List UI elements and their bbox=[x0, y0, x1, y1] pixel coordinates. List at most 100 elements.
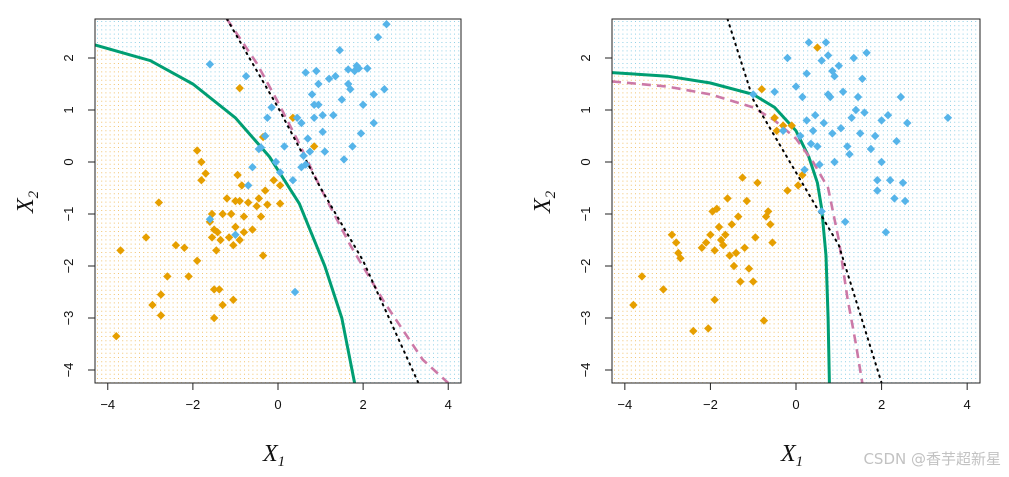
right-point-class-b bbox=[817, 56, 826, 65]
left-point-class-a bbox=[148, 300, 157, 310]
left-point-class-b bbox=[271, 157, 281, 167]
right-x-tick-label: −2 bbox=[703, 397, 718, 412]
left-point-class-a bbox=[112, 332, 121, 341]
left-point-class-a bbox=[235, 83, 244, 93]
left-point-class-a bbox=[233, 170, 242, 180]
right-point-class-a bbox=[753, 178, 762, 187]
left-y-axis-title: X2 bbox=[13, 190, 42, 214]
right-point-class-a bbox=[721, 230, 730, 239]
left-point-class-b bbox=[309, 100, 319, 109]
right-point-class-b bbox=[862, 48, 871, 57]
left-point-class-a bbox=[207, 233, 217, 242]
right-point-class-a bbox=[813, 43, 822, 52]
left-region-class-b bbox=[97, 21, 460, 383]
right-point-class-a bbox=[676, 254, 685, 263]
left-point-class-a bbox=[212, 246, 221, 255]
left-point-class-a bbox=[252, 202, 261, 211]
right-point-class-b bbox=[890, 194, 899, 203]
right-point-class-a bbox=[778, 121, 788, 130]
left-point-class-b bbox=[314, 79, 323, 89]
right-point-class-b bbox=[817, 207, 826, 216]
left-point-class-b bbox=[318, 127, 327, 137]
left-point-class-b bbox=[288, 176, 298, 185]
right-point-class-a bbox=[763, 207, 773, 216]
left-point-class-b bbox=[335, 46, 344, 55]
left-point-class-b bbox=[267, 103, 276, 112]
right-point-class-b bbox=[791, 82, 801, 91]
right-point-class-a bbox=[742, 196, 751, 206]
left-point-class-a bbox=[261, 186, 270, 195]
right-point-class-b bbox=[796, 131, 805, 141]
right-panel: −4 −2 0 2 4 −4 −3 −2 −1 0 1 2 X1 X2 bbox=[530, 18, 981, 470]
right-point-class-b bbox=[828, 129, 837, 138]
left-point-class-a bbox=[218, 209, 227, 219]
left-point-class-b bbox=[324, 74, 334, 83]
right-point-class-b bbox=[838, 87, 848, 96]
right-point-class-b bbox=[798, 92, 807, 102]
left-point-class-a bbox=[216, 235, 225, 245]
left-y-tick-label: −2 bbox=[61, 259, 76, 274]
left-point-class-b bbox=[314, 100, 323, 109]
left-point-class-b bbox=[380, 85, 389, 94]
left-decision-regions bbox=[97, 21, 460, 383]
left-point-class-a bbox=[235, 235, 244, 245]
right-point-class-b bbox=[811, 111, 820, 120]
left-point-class-a bbox=[263, 200, 272, 209]
right-point-class-a bbox=[712, 204, 722, 213]
right-point-class-b bbox=[885, 176, 895, 185]
left-x-tick-label: 0 bbox=[274, 397, 281, 412]
right-x-tick-label: 4 bbox=[964, 397, 971, 412]
right-point-class-a bbox=[740, 243, 749, 252]
right-point-class-b bbox=[873, 186, 882, 195]
right-point-class-a bbox=[716, 235, 726, 245]
left-point-class-b bbox=[346, 85, 355, 94]
left-point-class-b bbox=[312, 66, 321, 76]
left-point-class-b bbox=[339, 155, 349, 164]
right-x-tick-label: 2 bbox=[878, 397, 885, 412]
left-point-class-a bbox=[244, 198, 253, 207]
left-point-class-a bbox=[141, 233, 151, 242]
right-point-class-b bbox=[815, 160, 824, 169]
right-y-tick-label: −4 bbox=[578, 363, 593, 378]
left-point-class-a bbox=[248, 225, 257, 234]
right-point-class-b bbox=[821, 38, 831, 47]
right-point-class-b bbox=[896, 92, 906, 102]
left-point-class-b bbox=[256, 143, 266, 152]
watermark: CSDN @香芋超新星 bbox=[863, 450, 1001, 468]
left-point-class-b bbox=[248, 163, 257, 172]
right-point-class-b bbox=[826, 92, 835, 102]
left-boundary-dotted bbox=[225, 19, 420, 383]
right-point-class-b bbox=[853, 92, 863, 102]
right-point-class-b bbox=[819, 118, 829, 128]
left-y-tick-label: 1 bbox=[61, 106, 76, 113]
right-boundaries bbox=[612, 19, 883, 383]
right-y-tick-label: −1 bbox=[578, 207, 593, 222]
left-point-class-b bbox=[305, 147, 315, 156]
right-x-tick-label: 0 bbox=[792, 397, 799, 412]
left-point-class-b bbox=[297, 118, 306, 128]
left-point-class-a bbox=[309, 142, 319, 151]
left-x-tick-label: 4 bbox=[445, 397, 452, 412]
right-point-class-a bbox=[751, 233, 760, 242]
right-point-class-b bbox=[802, 69, 811, 78]
right-point-class-b bbox=[841, 217, 850, 226]
left-point-class-b bbox=[363, 64, 372, 73]
right-point-class-b bbox=[847, 113, 856, 122]
right-point-class-a bbox=[671, 238, 681, 247]
left-point-class-b bbox=[301, 68, 310, 77]
left-point-class-a bbox=[239, 228, 249, 237]
right-point-class-a bbox=[629, 300, 638, 310]
right-point-class-a bbox=[729, 261, 739, 271]
right-point-class-b bbox=[778, 126, 788, 135]
right-point-class-b bbox=[851, 105, 861, 115]
left-point-class-a bbox=[229, 241, 238, 250]
left-point-class-a bbox=[207, 209, 217, 219]
left-point-class-b bbox=[348, 142, 357, 151]
right-point-class-b bbox=[770, 87, 779, 96]
right-point-class-b bbox=[898, 178, 908, 187]
left-point-class-b bbox=[290, 287, 300, 297]
right-point-class-b bbox=[823, 51, 833, 60]
left-point-class-a bbox=[229, 295, 238, 304]
right-y-tick-label: 2 bbox=[578, 54, 593, 61]
